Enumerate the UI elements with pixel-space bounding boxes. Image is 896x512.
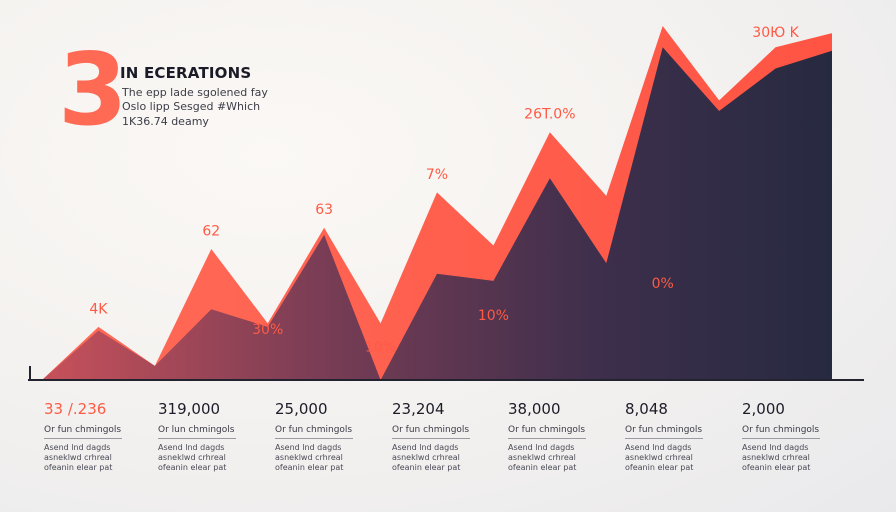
data-label: 62	[202, 223, 220, 239]
stat-value: 319,000	[158, 400, 221, 418]
stat-description: Asend lnd dagds asneklwd crhreal ofeanin…	[625, 443, 694, 472]
data-label-inner: 30%	[252, 322, 283, 338]
stat-column: 33 /.236 Or fun chmingols Asend lnd dagd…	[44, 400, 154, 473]
data-label-inner: 10%	[478, 308, 509, 324]
stat-column: 38,000 Or fun chmingols Asend lnd dagds …	[508, 400, 618, 473]
stat-column: 25,000 Or fun chmingols Asend lnd dagds …	[275, 400, 385, 473]
subtitle-line: Oslo lipp Sesged #Which	[122, 100, 261, 113]
stat-description: Asend lnd dagds asneklwd crhreal ofeanin…	[392, 443, 461, 472]
stat-divider	[158, 438, 236, 439]
stat-label: Or fun chmingols	[625, 425, 703, 435]
stat-value: 25,000	[275, 400, 328, 418]
stat-divider	[392, 438, 470, 439]
stat-value: 33 /.236	[44, 400, 107, 418]
stat-description: Asend lnd dagds asneklwd crhreal ofeanin…	[44, 443, 113, 472]
stat-divider	[44, 438, 122, 439]
stat-divider	[625, 438, 703, 439]
data-label: 26T.0%	[524, 107, 575, 123]
stat-description: Asend lnd dagds asneklwd crhreal ofeanin…	[275, 443, 344, 472]
data-label: 4K	[89, 301, 108, 317]
stat-value: 2,000	[742, 400, 785, 418]
stat-column: 23,204 Or fun chmingols Asend lnd dagds …	[392, 400, 502, 473]
stat-value: 23,204	[392, 400, 445, 418]
series-area-back	[42, 47, 832, 381]
stat-label: Or fun chmingols	[392, 425, 470, 435]
subtitle-line: 1K36.74 deamy	[122, 115, 209, 128]
stat-label: Or lun chmingols	[158, 425, 235, 435]
stat-column: 319,000 Or lun chmingols Asend lnd dagds…	[158, 400, 268, 473]
stat-label: Or fun chmingols	[44, 425, 122, 435]
stat-column: 8,048 Or fun chmingols Asend lnd dagds a…	[625, 400, 735, 473]
data-label-inner: 0%	[652, 276, 674, 292]
data-label: 63	[315, 202, 333, 218]
data-label: 30Ю K	[752, 25, 799, 41]
stat-column: 2,000 Or fun chmingols Asend lnd dagds a…	[742, 400, 852, 473]
stat-divider	[275, 438, 353, 439]
data-label: 7%	[426, 167, 448, 183]
stat-value: 38,000	[508, 400, 561, 418]
data-label-inner: 10%	[365, 340, 396, 356]
stat-label: Or fun chmingols	[275, 425, 353, 435]
stat-label: Or fun chmingols	[742, 425, 820, 435]
stat-label: Or fun chmingols	[508, 425, 586, 435]
stat-description: Asend lnd dagds asneklwd crhreal ofeanin…	[158, 443, 227, 472]
stat-divider	[742, 438, 820, 439]
subtitle-line: The epp lade sgolened fay	[122, 86, 268, 99]
big-number: 3	[58, 31, 128, 148]
stats-row: 33 /.236 Or fun chmingols Asend lnd dagd…	[0, 400, 896, 500]
page-title: IN ECERATIONS	[120, 64, 252, 82]
stat-divider	[508, 438, 586, 439]
stat-description: Asend lnd dagds asneklwd crhreal ofeanin…	[508, 443, 577, 472]
stat-value: 8,048	[625, 400, 668, 418]
stat-description: Asend lnd dagds asneklwd crhreal ofeanin…	[742, 443, 811, 472]
